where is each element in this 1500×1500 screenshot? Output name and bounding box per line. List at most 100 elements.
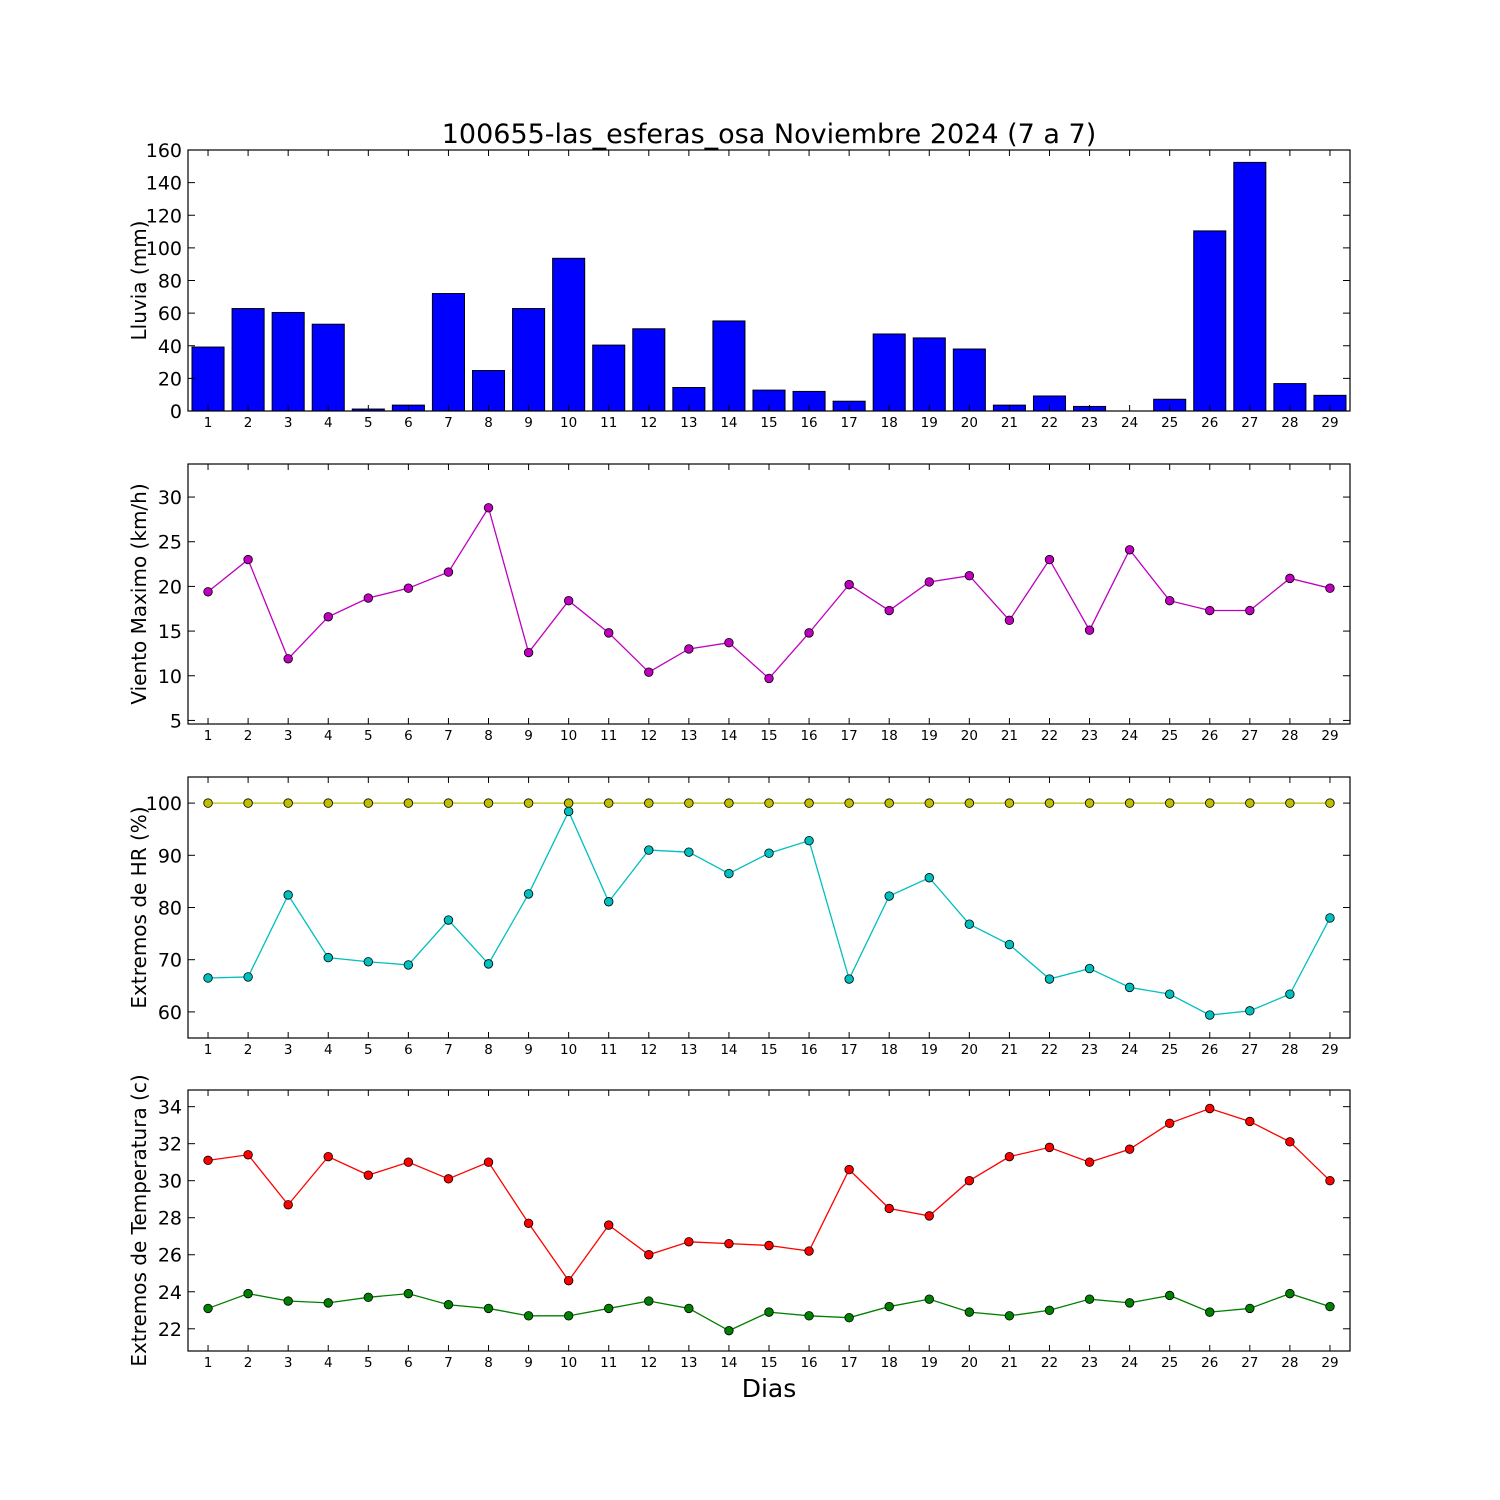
hr-max-point-day-11: [604, 798, 614, 808]
rain-xtick-label: 12: [640, 415, 657, 431]
temp-min-point-day-11: [604, 1303, 614, 1314]
temp-min-point-day-8: [483, 1303, 494, 1314]
wind-point-day-27: [1245, 605, 1255, 616]
hr-xtick-label: 27: [1241, 1042, 1258, 1058]
hr-min-point-day-13: [684, 847, 694, 857]
temp-max-point-day-29: [1325, 1176, 1335, 1186]
wind-xtick-label: 6: [404, 728, 413, 744]
hr-max-point-day-19: [924, 798, 934, 808]
temp-max-point-day-19: [924, 1211, 934, 1221]
hr-max-point-day-29: [1325, 798, 1335, 808]
hr-max-point-day-27: [1245, 798, 1255, 808]
temp-y-axis-label: Extremos de Temperatura (c): [127, 1074, 151, 1366]
temp-min-point-day-15: [764, 1307, 774, 1317]
hr-min-point-day-3: [283, 890, 293, 900]
temp-max-point-day-13: [684, 1237, 694, 1247]
rain-xtick-label: 25: [1161, 415, 1178, 431]
rain-xtick-label: 16: [800, 415, 817, 431]
hr-max-point-day-4: [323, 798, 333, 808]
rain-bar-day-3: [271, 311, 305, 412]
temp-max-line: [207, 1107, 1331, 1282]
hr-min-point-day-2: [243, 972, 253, 982]
temp-max-point-day-8: [483, 1157, 494, 1167]
temp-min-point-day-21: [1004, 1311, 1015, 1321]
wind-point-day-4: [323, 612, 333, 622]
temp-min-point-day-7: [443, 1300, 454, 1310]
hr-axes-frame: [187, 776, 1351, 1039]
wind-xtick-label: 7: [444, 728, 453, 744]
hr-xtick-label: 25: [1161, 1042, 1178, 1058]
wind-point-day-18: [884, 605, 894, 616]
hr-xtick-label: 9: [524, 1042, 533, 1058]
wind-ytick-label: 25: [158, 532, 182, 554]
temp-min-point-day-10: [563, 1311, 574, 1321]
temp-max-point-day-7: [443, 1174, 454, 1184]
wind-point-day-6: [403, 583, 414, 593]
temp-xtick-label: 20: [961, 1355, 978, 1371]
hr-min-line: [208, 809, 1331, 1016]
rain-xtick-label: 15: [760, 415, 777, 431]
rain-xtick-label: 24: [1121, 415, 1138, 431]
wind-ytick-label: 30: [158, 487, 182, 509]
temp-xtick-label: 21: [1001, 1355, 1018, 1371]
temp-max-point-day-27: [1245, 1116, 1255, 1127]
rain-xtick-label: 8: [484, 415, 493, 431]
hr-ytick-label: 90: [158, 845, 182, 867]
temp-xtick-label: 22: [1041, 1355, 1058, 1371]
hr-xtick-label: 24: [1121, 1042, 1138, 1058]
hr-max-point-day-9: [523, 798, 534, 808]
wind-point-day-21: [1004, 615, 1015, 626]
temp-xtick-label: 7: [444, 1355, 453, 1371]
wind-point-day-28: [1285, 573, 1295, 584]
wind-xtick-label: 11: [600, 728, 617, 744]
rain-bar-day-10: [552, 257, 586, 412]
hr-min-point-day-5: [363, 957, 374, 967]
temp-max-point-day-10: [563, 1275, 574, 1286]
temp-max-point-day-25: [1164, 1118, 1175, 1129]
wind-xtick-label: 2: [244, 728, 253, 744]
temp-min-point-day-18: [884, 1301, 894, 1312]
hr-max-point-day-3: [283, 798, 293, 808]
temp-max-point-day-21: [1004, 1151, 1015, 1162]
rain-xtick-label: 26: [1201, 415, 1218, 431]
wind-point-day-7: [443, 567, 454, 577]
temp-min-point-day-9: [523, 1311, 534, 1321]
hr-xtick-label: 19: [921, 1042, 938, 1058]
hr-y-axis-label: Extremos de HR (%): [127, 806, 151, 1008]
wind-point-day-11: [604, 628, 614, 638]
temp-xtick-label: 4: [324, 1355, 333, 1371]
temp-xtick-label: 2: [244, 1355, 253, 1371]
wind-xtick-label: 27: [1241, 728, 1258, 744]
hr-min-point-day-11: [604, 897, 614, 907]
rain-bar-day-9: [512, 308, 546, 412]
hr-xtick-label: 28: [1281, 1042, 1298, 1058]
temp-xtick-label: 12: [640, 1355, 657, 1371]
rain-xtick-label: 11: [600, 415, 617, 431]
hr-xtick-label: 17: [841, 1042, 858, 1058]
hr-max-point-day-6: [403, 798, 414, 808]
hr-max-point-day-18: [884, 798, 894, 808]
hr-max-point-day-26: [1205, 798, 1215, 808]
hr-min-point-day-19: [924, 873, 934, 883]
temp-xtick-label: 26: [1201, 1355, 1218, 1371]
hr-xtick-label: 6: [404, 1042, 413, 1058]
temp-min-point-day-14: [724, 1325, 734, 1336]
hr-min-point-day-6: [403, 960, 414, 970]
hr-xtick-label: 21: [1001, 1042, 1018, 1058]
hr-max-point-day-7: [443, 798, 454, 808]
rain-xtick-label: 3: [284, 415, 293, 431]
temp-xtick-label: 23: [1081, 1355, 1098, 1371]
temp-max-point-day-18: [884, 1203, 894, 1214]
rain-xtick-label: 19: [921, 415, 938, 431]
hr-min-point-day-23: [1084, 963, 1095, 974]
hr-xtick-label: 20: [961, 1042, 978, 1058]
wind-point-day-24: [1124, 545, 1135, 555]
hr-xtick-label: 12: [640, 1042, 657, 1058]
hr-ytick-label: 80: [158, 898, 182, 920]
wind-point-day-19: [924, 577, 934, 587]
wind-ytick-label: 5: [170, 710, 182, 732]
temp-xtick-label: 27: [1241, 1355, 1258, 1371]
rain-xtick-label: 18: [881, 415, 898, 431]
